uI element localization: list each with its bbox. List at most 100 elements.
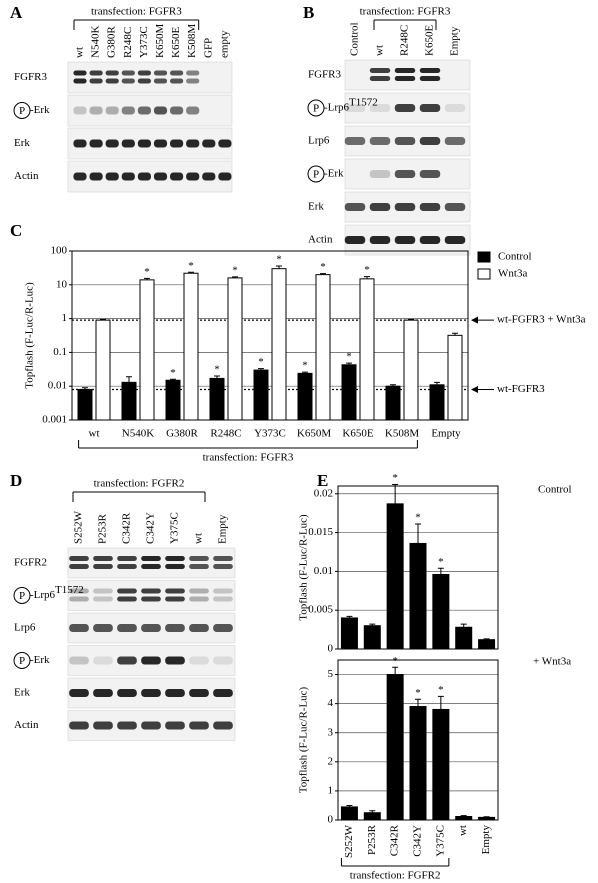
band <box>117 588 137 594</box>
legend-label: Wnt3a <box>498 268 527 280</box>
bar <box>209 377 225 421</box>
band <box>121 78 135 84</box>
legend-swatch <box>477 268 491 280</box>
bar <box>363 625 381 650</box>
band <box>89 139 103 148</box>
band <box>169 70 184 76</box>
band <box>141 588 161 594</box>
band <box>69 588 89 594</box>
error-bar <box>452 332 458 336</box>
band <box>202 172 216 181</box>
y-tick-label: 5 <box>328 668 334 680</box>
band <box>189 721 209 730</box>
band <box>93 588 113 594</box>
x-tick-label: G380R <box>166 428 198 440</box>
y-tick-label: 0 <box>328 643 334 655</box>
band <box>105 78 119 84</box>
y-tick-label: 0.1 <box>53 346 67 358</box>
band <box>69 656 89 665</box>
band <box>369 104 391 112</box>
significance: * <box>320 261 326 273</box>
lane-label: K650E <box>424 25 436 56</box>
band <box>69 596 89 602</box>
band <box>73 106 87 115</box>
band <box>117 656 137 665</box>
x-tick-label: Empty <box>431 428 461 440</box>
plot-frame <box>337 485 499 650</box>
plot-frame <box>71 250 469 421</box>
row-label: Actin <box>14 170 39 182</box>
band <box>344 236 366 244</box>
row-label: Actin <box>14 719 39 731</box>
band <box>369 137 391 145</box>
bar <box>297 372 313 421</box>
y-tick-label: 0.01 <box>314 565 333 577</box>
phospho-mark: P <box>19 590 25 602</box>
significance: * <box>214 364 220 376</box>
error-bar <box>364 276 370 279</box>
band <box>105 70 119 76</box>
error-bar <box>188 271 194 274</box>
band <box>444 203 466 211</box>
error-bar <box>434 381 440 385</box>
significance: * <box>438 684 444 696</box>
condition-label: Control <box>538 484 572 496</box>
band <box>186 70 200 76</box>
lane-label: S252W <box>73 510 85 544</box>
band <box>93 556 113 561</box>
band <box>419 170 441 178</box>
band <box>73 78 87 84</box>
band <box>213 721 233 730</box>
band <box>419 203 441 211</box>
reference-label: wt-FGFR3 <box>497 383 545 395</box>
band <box>69 721 89 730</box>
band <box>189 596 209 602</box>
lane-label: K508M <box>186 24 198 58</box>
error-bar <box>483 638 490 640</box>
y-tick-label: 100 <box>51 245 68 257</box>
significance: * <box>346 351 352 363</box>
phospho-mark: P <box>313 103 319 115</box>
bar <box>139 279 155 421</box>
band <box>189 588 209 594</box>
x-tick-label: C342R <box>389 824 401 856</box>
bar <box>478 639 496 650</box>
x-tick-label: Empty <box>480 825 492 855</box>
blot-strip <box>67 580 236 611</box>
band <box>165 721 185 730</box>
error-bar <box>437 695 444 710</box>
band <box>117 624 137 632</box>
band <box>419 76 441 81</box>
row-label: Lrp6 <box>308 135 330 147</box>
band <box>394 104 416 112</box>
lane-label: Empty <box>217 514 229 544</box>
y-tick-label: 0 <box>328 814 334 826</box>
bar <box>409 706 427 821</box>
significance: * <box>302 360 308 372</box>
significance: * <box>438 556 444 568</box>
band <box>169 139 184 148</box>
band <box>165 564 185 569</box>
lane-label: P253R <box>97 513 109 544</box>
band <box>169 106 184 115</box>
band <box>419 104 441 112</box>
error-bar <box>415 523 421 544</box>
bar <box>253 369 269 421</box>
band <box>189 564 209 569</box>
x-tick-label: R248C <box>210 428 241 440</box>
bar <box>429 384 445 421</box>
row-label-sup: T1572 <box>349 97 378 109</box>
lane-label: C342Y <box>145 512 157 544</box>
row-label: FGFR2 <box>14 557 47 569</box>
y-tick-label: 4 <box>328 697 334 709</box>
band <box>189 689 209 697</box>
band <box>153 70 168 76</box>
band <box>93 564 113 569</box>
bar <box>432 573 450 650</box>
band <box>165 596 185 602</box>
bar <box>455 626 473 650</box>
phospho-mark: P <box>19 655 25 667</box>
plot-frame <box>337 659 499 821</box>
x-tick-label: K508M <box>385 428 419 440</box>
bar <box>432 708 450 821</box>
